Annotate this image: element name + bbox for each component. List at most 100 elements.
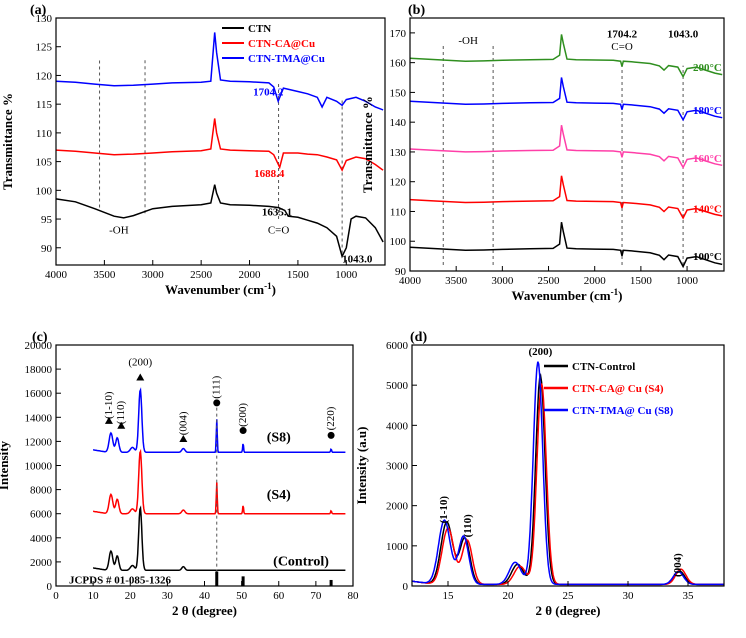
series-line-140°C bbox=[409, 175, 723, 220]
y-tick-label: 20000 bbox=[25, 340, 53, 352]
y-tick-label: 2000 bbox=[386, 501, 409, 513]
peak-annotation: -OH bbox=[109, 224, 129, 236]
y-tick-label: 130 bbox=[36, 13, 53, 25]
reference-bar bbox=[215, 571, 219, 586]
peak-annotation: -OH bbox=[458, 35, 478, 47]
panel-label: (a) bbox=[30, 3, 47, 18]
peak-label: (220) bbox=[325, 406, 337, 430]
series-line-CTN bbox=[55, 184, 384, 259]
x-tick-label: 25 bbox=[563, 590, 575, 602]
peak-label: (004) bbox=[177, 411, 189, 435]
series-line-160°C bbox=[409, 125, 723, 170]
y-tick-label: 110 bbox=[390, 206, 407, 218]
y-tick-label: 10000 bbox=[25, 461, 53, 473]
series-label: (Control) bbox=[273, 555, 329, 570]
x-tick-label: 4000 bbox=[399, 275, 422, 287]
copper-peak-marker bbox=[213, 399, 221, 407]
y-tick-label: 160 bbox=[390, 58, 407, 70]
series-label: 140°C bbox=[693, 203, 722, 215]
x-tick-label: 30 bbox=[162, 590, 174, 602]
x-tick-label: 60 bbox=[273, 590, 285, 602]
x-tick-label: 80 bbox=[348, 590, 360, 602]
y-tick-label: 3000 bbox=[386, 461, 409, 473]
y-tick-label: 8000 bbox=[30, 485, 53, 497]
series-line-CTN-TMA@ Cu (S8) bbox=[412, 361, 724, 586]
series-line-(S4) bbox=[92, 448, 346, 515]
peak-label: (110) bbox=[115, 400, 127, 424]
x-axis-label: Wavenumber (cm-1) bbox=[165, 281, 276, 297]
series-line-180°C bbox=[409, 77, 723, 122]
reference-bar bbox=[241, 576, 245, 586]
series-label: (S8) bbox=[267, 430, 291, 445]
x-axis-label: Wavenumber (cm-1) bbox=[512, 287, 623, 303]
peak-label: (1-10) bbox=[103, 391, 115, 419]
legend-label: CTN bbox=[248, 23, 271, 35]
y-tick-label: 90 bbox=[395, 266, 407, 278]
x-tick-label: 1000 bbox=[676, 275, 699, 287]
copper-peak-marker bbox=[239, 427, 247, 435]
x-tick-label: 2500 bbox=[190, 269, 213, 281]
series-line-100°C bbox=[409, 222, 723, 269]
y-tick-label: 110 bbox=[36, 128, 53, 140]
x-tick-label: 3000 bbox=[491, 275, 514, 287]
x-tick-label: 1500 bbox=[630, 275, 653, 287]
y-axis-label: Transmittance % bbox=[360, 96, 375, 193]
series-line-(Control) bbox=[92, 505, 346, 572]
series-line-200°C bbox=[409, 34, 723, 79]
peak-label: (1-10) bbox=[438, 496, 450, 524]
panel-label: (c) bbox=[32, 330, 48, 345]
x-tick-label: 2500 bbox=[538, 275, 561, 287]
x-tick-label: 15 bbox=[443, 590, 455, 602]
y-tick-label: 105 bbox=[36, 157, 53, 169]
y-tick-label: 4000 bbox=[386, 420, 409, 432]
peak-label: (200) bbox=[237, 403, 249, 427]
series-label: 100°C bbox=[693, 251, 722, 263]
legend-label: CTN-TMA@ Cu (S8) bbox=[572, 405, 674, 417]
peak-annotation: 1635.1 bbox=[262, 207, 292, 219]
series-label: 180°C bbox=[693, 105, 722, 117]
x-tick-label: 50 bbox=[236, 590, 248, 602]
x-tick-label: 2000 bbox=[239, 269, 262, 281]
y-tick-label: 1000 bbox=[386, 541, 409, 553]
legend-label: CTN-CA@ Cu (S4) bbox=[572, 383, 664, 395]
x-tick-label: 3500 bbox=[93, 269, 116, 281]
y-tick-label: 120 bbox=[390, 177, 407, 189]
x-tick-label: 1000 bbox=[335, 269, 358, 281]
reference-label: JCPDS # 01-085-1326 bbox=[69, 575, 172, 587]
x-tick-label: 4000 bbox=[45, 269, 68, 281]
panel-label: (b) bbox=[408, 3, 425, 18]
peak-annotation: C=O bbox=[268, 224, 290, 236]
y-tick-label: 16000 bbox=[25, 388, 53, 400]
y-tick-label: 2000 bbox=[30, 557, 53, 569]
y-tick-label: 140 bbox=[390, 117, 407, 129]
x-tick-label: 30 bbox=[623, 590, 635, 602]
x-axis-label: 2 θ (degree) bbox=[172, 603, 237, 618]
peak-annotation: 1043.0 bbox=[342, 254, 373, 266]
peak-annotation: 1704.2 bbox=[607, 28, 638, 40]
y-tick-label: 90 bbox=[41, 243, 53, 255]
peak-annotation: C=O bbox=[611, 41, 633, 53]
series-line-CTN-TMA@Cu bbox=[55, 32, 384, 111]
cellulose-peak-marker bbox=[179, 434, 188, 442]
x-tick-label: 3500 bbox=[445, 275, 468, 287]
y-tick-label: 125 bbox=[36, 42, 53, 54]
y-tick-label: 0 bbox=[403, 581, 409, 593]
y-tick-label: 5000 bbox=[386, 380, 409, 392]
series-label: 200°C bbox=[693, 62, 722, 74]
y-tick-label: 4000 bbox=[30, 533, 53, 545]
x-tick-label: 0 bbox=[53, 590, 59, 602]
x-tick-label: 2000 bbox=[584, 275, 607, 287]
y-tick-label: 6000 bbox=[30, 509, 53, 521]
peak-label: (200) bbox=[128, 356, 152, 368]
peak-label: (200) bbox=[528, 346, 552, 358]
x-tick-label: 70 bbox=[310, 590, 322, 602]
y-tick-label: 18000 bbox=[25, 364, 53, 376]
y-axis-label: Intensity bbox=[0, 440, 11, 490]
y-tick-label: 115 bbox=[36, 99, 53, 111]
plot-frame-a bbox=[55, 17, 386, 266]
series-label: 160°C bbox=[693, 153, 722, 165]
series-line-CTN-CA@Cu bbox=[55, 118, 384, 172]
y-tick-label: 0 bbox=[47, 581, 53, 593]
x-tick-label: 20 bbox=[125, 590, 137, 602]
